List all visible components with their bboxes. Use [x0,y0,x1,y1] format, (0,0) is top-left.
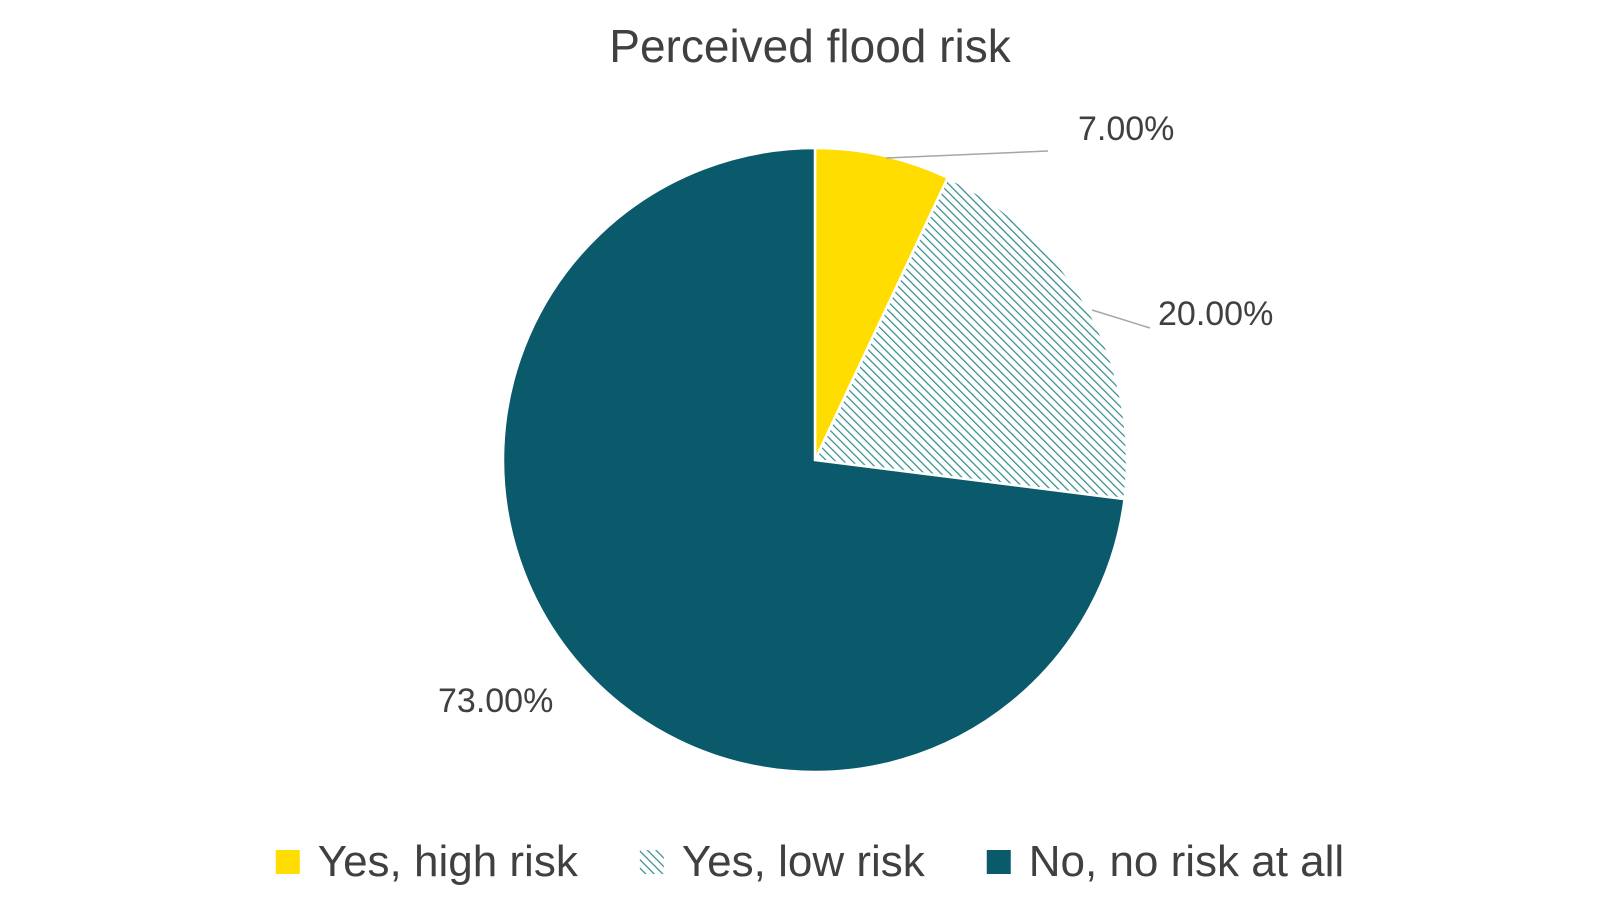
leader-line-yes-high-risk [885,150,1049,159]
leader-lines [885,150,1151,329]
chart-title: Perceived flood risk [609,20,1011,72]
legend-label-yes-high-risk: Yes, high risk [318,837,579,886]
legend-swatch-yes-high-risk [275,850,300,874]
legend-label-no-no-risk-at-all: No, no risk at all [1029,837,1344,886]
legend-item-no-no-risk-at-all: No, no risk at all [986,837,1344,886]
legend-swatch-no-no-risk-at-all [986,850,1011,874]
leader-line-yes-low-risk [1091,309,1151,329]
pie-slices [501,146,1129,774]
legend: Yes, high risk Yes, low risk No, no risk a… [275,837,1344,886]
legend-item-yes-high-risk: Yes, high risk [275,837,579,886]
legend-item-yes-low-risk: Yes, low risk [639,837,926,886]
data-label-no-no-risk-at-all: 73.00% [438,682,553,720]
data-label-yes-low-risk: 20.00% [1158,295,1273,333]
data-label-yes-high-risk: 7.00% [1078,110,1174,148]
legend-label-yes-low-risk: Yes, low risk [682,837,926,886]
pie-slice-yes-high-risk [813,146,950,461]
pie-slice-yes-low-risk [813,176,1129,501]
data-labels: 7.00% 20.00% 73.00% [438,110,1273,720]
legend-swatch-yes-low-risk [639,850,664,874]
pie-slice-no-no-risk-at-all [501,146,1126,774]
